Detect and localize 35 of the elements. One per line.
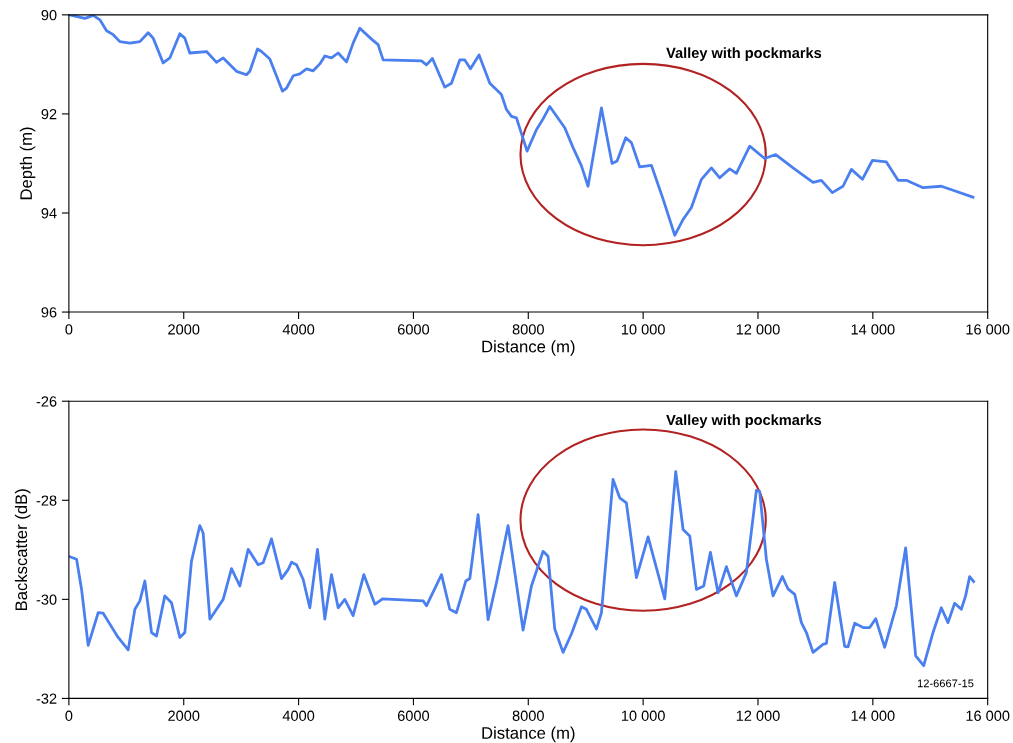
x-tick-label: 8000	[512, 710, 544, 721]
y-tick-label: -28	[36, 495, 57, 506]
x-tick-label: 4000	[282, 710, 315, 721]
y-tick-label: 92	[41, 109, 57, 120]
x-tick-label: 0	[65, 710, 73, 721]
x-tick-label: 10 000	[621, 710, 665, 721]
line-series	[68, 14, 975, 237]
x-tick-label: 0	[65, 324, 73, 335]
y-axis-title: Depth (m)	[19, 127, 36, 200]
x-tick-label: 16 000	[966, 324, 1010, 335]
x-tick-label: 2000	[168, 710, 200, 721]
x-tick-label: 10 000	[621, 324, 665, 335]
x-tick-label: 4000	[282, 324, 315, 335]
x-tick-label: 14 000	[851, 324, 895, 335]
x-axis-title: Distance (m)	[482, 340, 575, 356]
y-axis-title: Backscatter (dB)	[14, 489, 31, 611]
x-tick-label: 14 000	[851, 710, 895, 721]
y-tick-label: -32	[36, 693, 57, 704]
x-tick-label: 8000	[512, 324, 544, 335]
x-axis-title: Distance (m)	[482, 726, 575, 743]
x-tick-label: 6000	[397, 710, 430, 721]
y-tick-label: 94	[41, 208, 57, 219]
x-tick-label: 6000	[397, 324, 430, 335]
y-tick-label: 90	[41, 9, 57, 21]
x-tick-label: 12 000	[736, 324, 780, 335]
annotation: 12-6667-15	[917, 679, 974, 688]
y-tick-label: 96	[41, 307, 57, 318]
y-tick-label: -30	[36, 594, 57, 605]
y-tick-label: -26	[36, 396, 57, 407]
x-tick-label: 12 000	[736, 710, 780, 721]
annotation: Valley with pockmarks	[666, 414, 822, 428]
x-tick-label: 2000	[168, 324, 200, 335]
annotation: Valley with pockmarks	[666, 47, 822, 61]
x-tick-label: 16 000	[966, 710, 1010, 721]
line-series	[68, 470, 976, 668]
